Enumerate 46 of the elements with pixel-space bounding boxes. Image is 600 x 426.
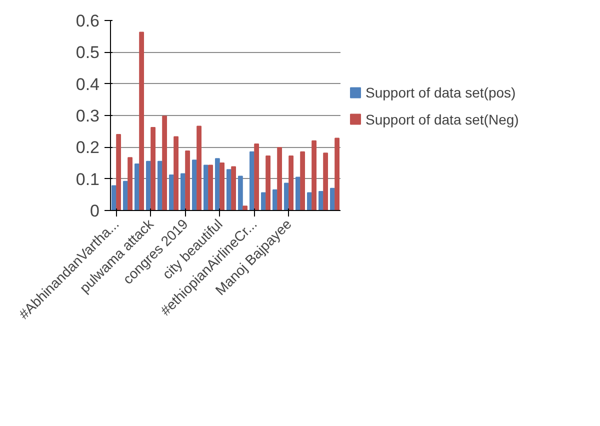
bar — [134, 163, 140, 210]
bar — [238, 176, 243, 210]
bar — [203, 164, 208, 210]
bar — [192, 160, 197, 210]
y-tick-label: 0.1 — [76, 170, 100, 189]
y-tick-label: 0.5 — [76, 43, 100, 62]
bar — [208, 164, 214, 210]
bar — [150, 127, 156, 210]
bar — [128, 157, 133, 210]
y-tick-label: 0.4 — [76, 74, 100, 94]
bar — [226, 169, 232, 210]
bar — [146, 160, 151, 210]
y-tick-label: 0.3 — [76, 106, 100, 126]
bar — [318, 191, 324, 210]
bar — [242, 206, 248, 210]
bar — [180, 173, 186, 210]
bar — [185, 150, 190, 210]
bar — [116, 134, 122, 210]
bar — [139, 32, 144, 210]
bar — [111, 185, 116, 210]
bar — [168, 174, 174, 210]
bar — [272, 189, 278, 210]
bar — [162, 116, 168, 210]
bar — [254, 144, 260, 210]
bar — [157, 160, 162, 210]
bar — [122, 180, 128, 210]
y-tick-label: 0 — [90, 202, 100, 220]
bar — [249, 151, 254, 210]
y-tick-label: 0.6 — [76, 12, 100, 30]
bar — [323, 152, 328, 210]
bar — [220, 162, 225, 210]
legend-label: Support of data set(Neg) — [366, 111, 519, 128]
bar — [288, 156, 294, 210]
bar — [312, 140, 317, 210]
bar — [231, 166, 236, 210]
bar — [334, 138, 340, 210]
bar — [330, 188, 335, 210]
legend-label: Support of data set(pos) — [366, 84, 516, 101]
y-tick-label: 0.2 — [76, 138, 100, 158]
bar — [174, 136, 179, 210]
bar — [295, 176, 300, 210]
bar — [277, 146, 282, 210]
bar — [266, 156, 271, 210]
bar — [300, 151, 306, 210]
bar — [196, 126, 202, 210]
bar — [214, 158, 220, 210]
